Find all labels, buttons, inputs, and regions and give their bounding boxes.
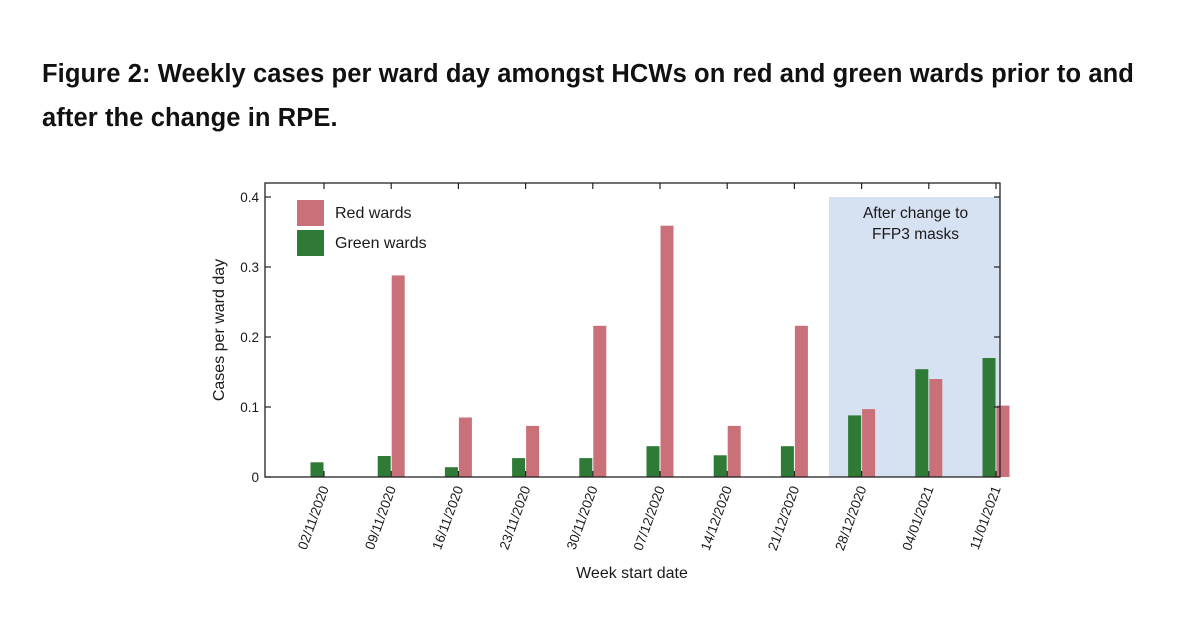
x-tick-label: 07/12/2020 [631, 484, 668, 553]
legend-swatch [297, 200, 324, 226]
bar-green-wards [377, 456, 391, 477]
bar-red-wards [391, 275, 405, 477]
y-tick-label: 0.4 [240, 190, 259, 205]
bar-green-wards [982, 358, 996, 477]
x-tick-label: 28/12/2020 [832, 484, 869, 553]
x-tick-label: 11/01/2021 [967, 484, 1004, 552]
y-tick-label: 0.2 [240, 330, 259, 345]
bar-green-wards [780, 446, 794, 477]
x-tick-label: 30/11/2020 [564, 484, 601, 552]
bar-green-wards [848, 415, 862, 477]
bar-green-wards [713, 455, 727, 477]
x-tick-label: 04/01/2021 [899, 484, 936, 553]
legend-label: Red wards [335, 205, 411, 222]
bar-green-wards [310, 462, 324, 477]
bar-green-wards [646, 446, 660, 477]
figure-caption: Figure 2: Weekly cases per ward day amon… [42, 60, 1134, 132]
bar-red-wards [526, 425, 540, 477]
bar-green-wards [444, 467, 458, 477]
shaded-region-label-line: After change to [863, 205, 968, 222]
x-tick-label: 16/11/2020 [429, 484, 466, 552]
bar-red-wards [660, 225, 674, 477]
x-tick-label: 09/11/2020 [362, 484, 399, 552]
bar-red-wards [996, 405, 1010, 477]
x-tick-label: 02/11/2020 [295, 484, 332, 552]
legend-swatch [297, 230, 324, 256]
bar-green-wards [512, 458, 526, 477]
bar-red-wards [862, 409, 876, 477]
y-axis-label: Cases per ward day [211, 259, 228, 401]
y-tick-label: 0 [251, 470, 259, 485]
bar-green-wards [579, 458, 593, 477]
x-axis-label: Week start date [576, 565, 688, 582]
bar-red-wards [458, 417, 472, 477]
y-tick-label: 0.1 [240, 400, 259, 415]
bar-red-wards [929, 379, 943, 477]
x-tick-label: 21/12/2020 [765, 484, 802, 553]
bar-red-wards [727, 425, 741, 477]
bar-red-wards [794, 325, 808, 477]
legend-label: Green wards [335, 235, 427, 252]
bar-red-wards [593, 325, 607, 477]
x-tick-label: 14/12/2020 [698, 484, 735, 553]
x-tick-label: 23/11/2020 [497, 484, 534, 552]
shaded-region-label-line: FFP3 masks [872, 226, 959, 243]
y-tick-label: 0.3 [240, 260, 259, 275]
bar-green-wards [915, 369, 929, 477]
plot-frame [264, 182, 1001, 478]
